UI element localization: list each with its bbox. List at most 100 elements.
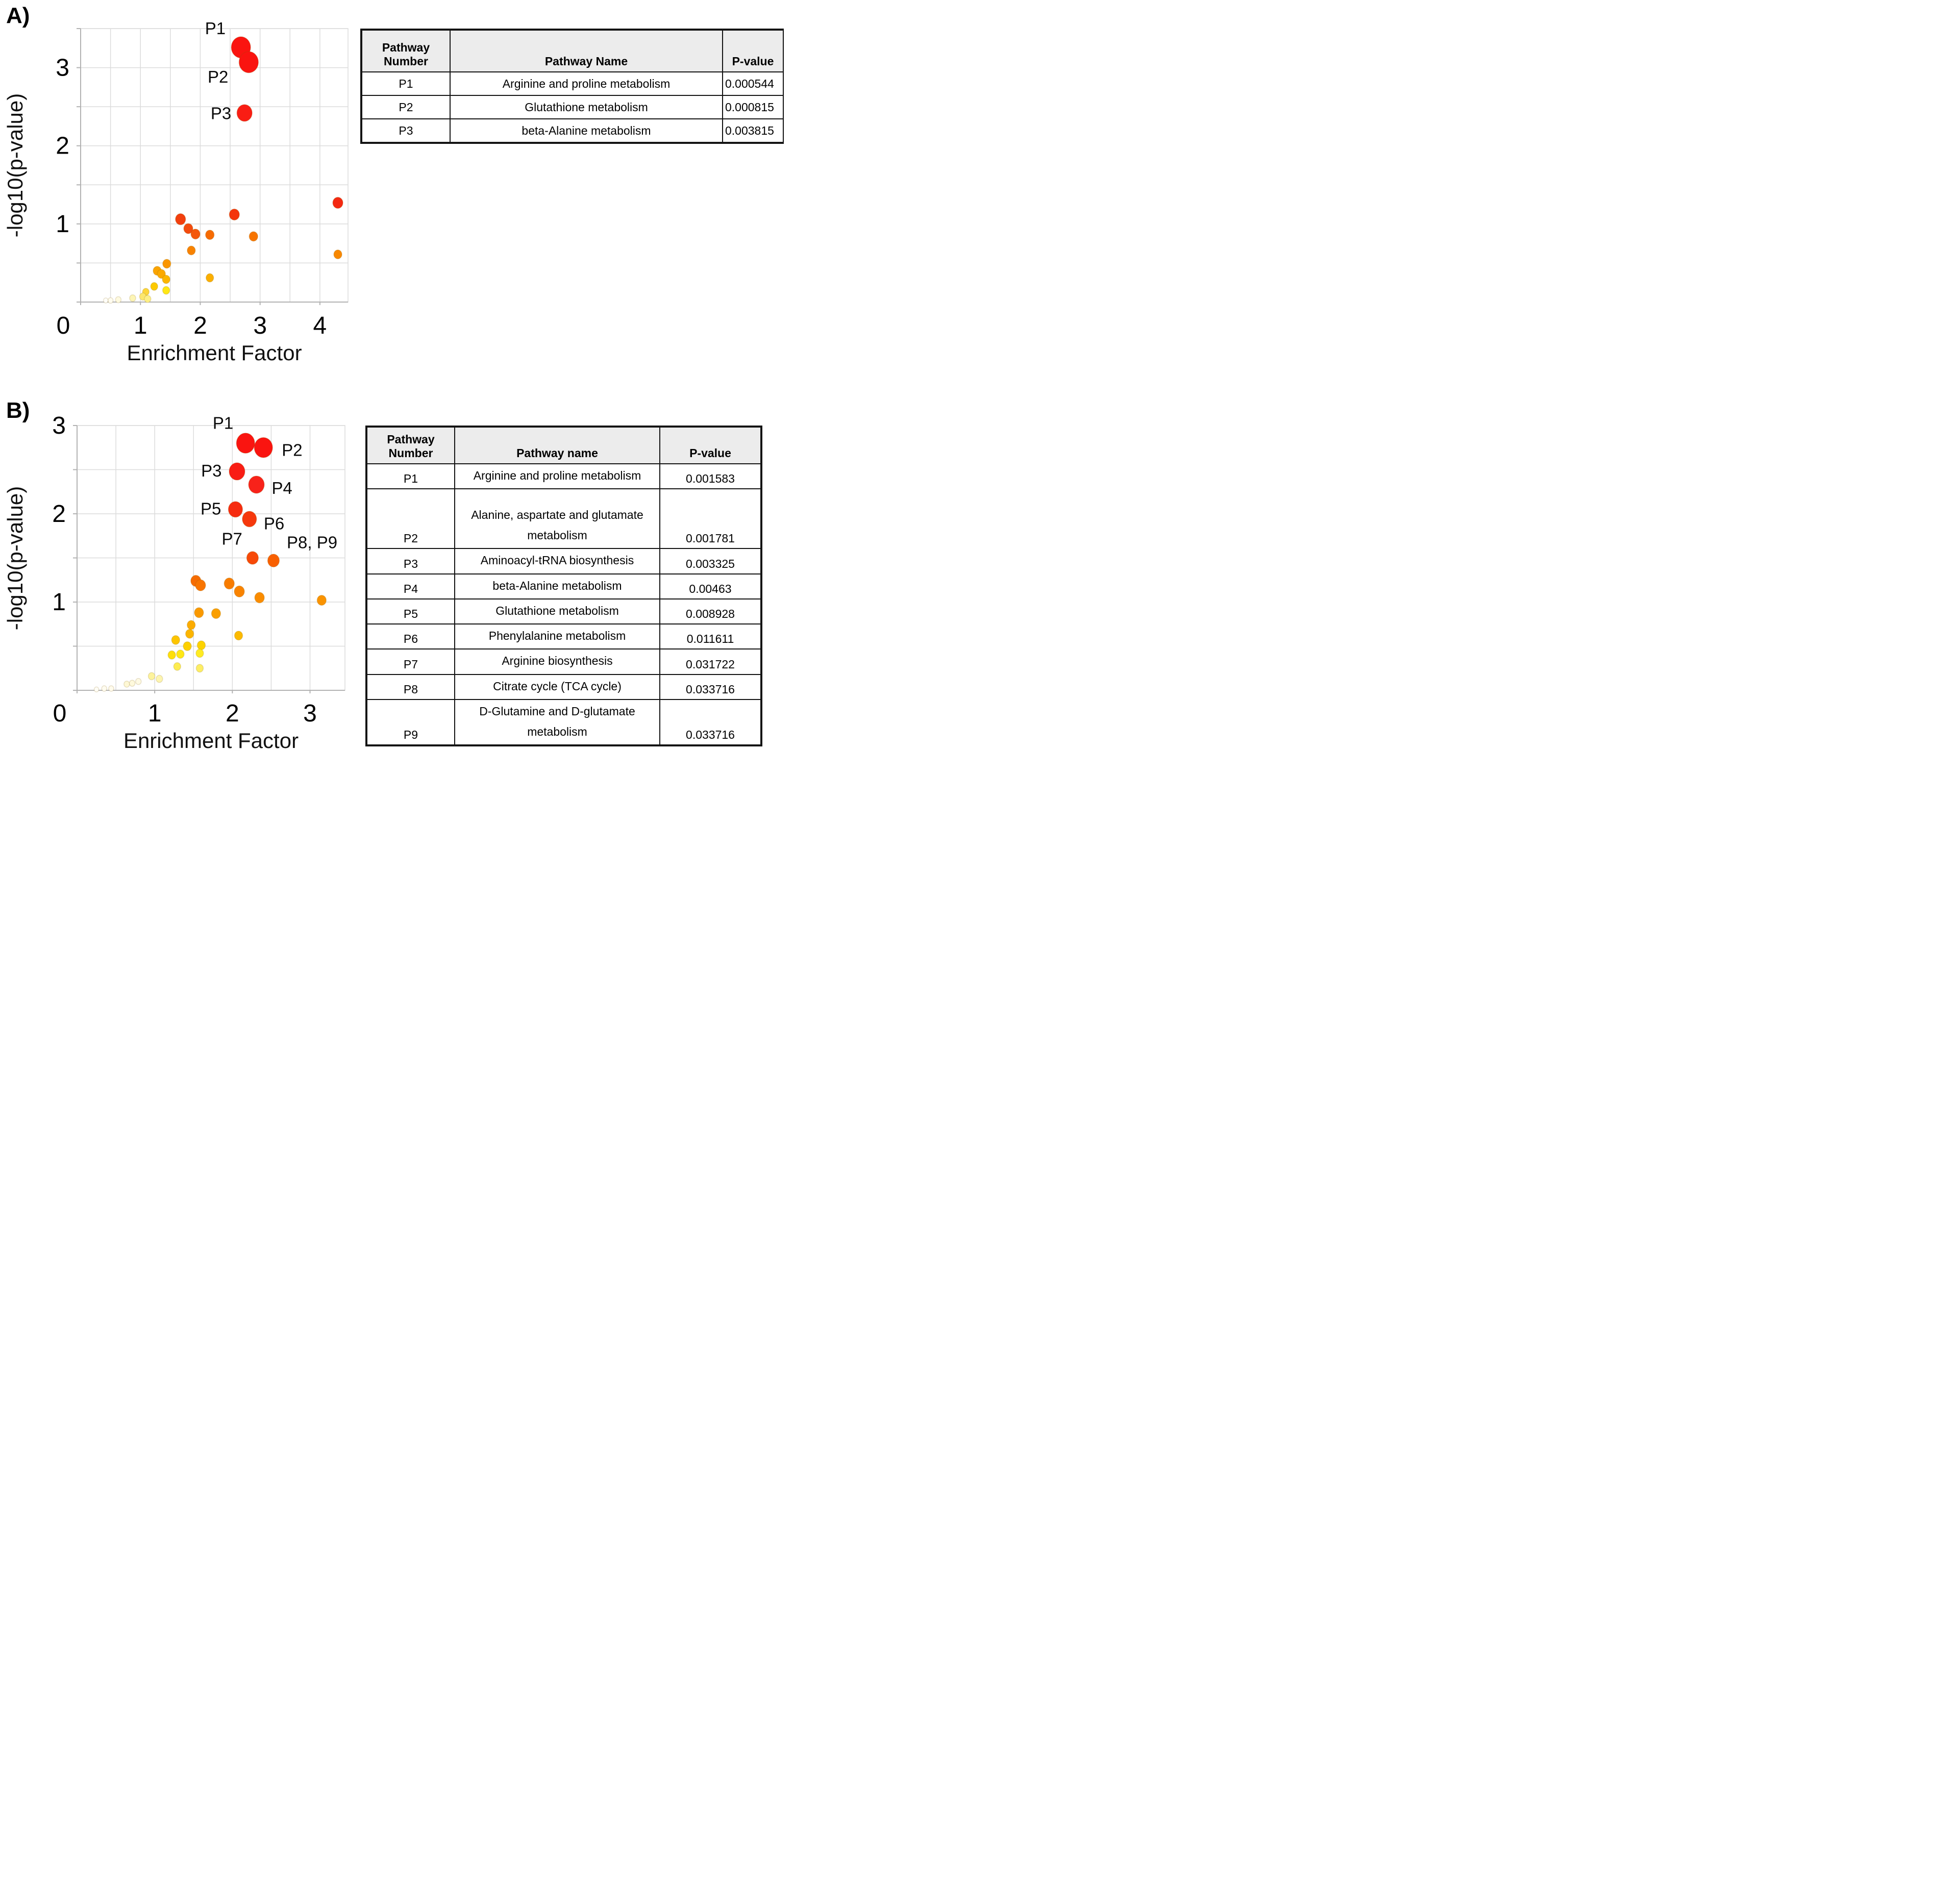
x-tick-label: 1 xyxy=(148,700,162,727)
table-a-header: Pathway Number Pathway Name P-value xyxy=(361,29,784,72)
pathway-name-cell: beta-Alanine metabolism xyxy=(454,573,660,599)
data-point xyxy=(176,649,185,659)
data-point xyxy=(103,297,109,304)
table-a-body: P1 Arginine and proline metabolism 0.00054… xyxy=(361,71,784,143)
data-point xyxy=(162,274,170,284)
data-point xyxy=(236,104,253,122)
p-value-cell: 0.008928 xyxy=(659,598,762,625)
point-label: P1 xyxy=(205,19,226,38)
data-point xyxy=(205,230,215,240)
p-value-cell: 0.000544 xyxy=(722,71,784,96)
data-point xyxy=(333,249,342,260)
pathway-name-cell: Alanine, aspartate and glutamate metabol… xyxy=(454,488,660,549)
data-point xyxy=(135,678,142,685)
pathway-number-cell: P2 xyxy=(366,488,455,549)
p-value-cell: 0.001781 xyxy=(659,488,762,549)
pathway-name-cell: beta-Alanine metabolism xyxy=(450,118,723,143)
data-point xyxy=(242,511,257,528)
pathway-name-cell: Citrate cycle (TCA cycle) xyxy=(454,673,660,700)
point-label: P3 xyxy=(211,104,231,122)
point-label: P2 xyxy=(282,440,302,459)
column-header: P-value xyxy=(659,426,762,464)
data-point xyxy=(185,629,194,639)
data-point xyxy=(236,433,255,454)
table-row: P3 Aminoacyl-tRNA biosynthesis 0.003325 xyxy=(366,548,762,574)
point-label: P7 xyxy=(222,530,242,548)
data-point xyxy=(123,681,130,688)
x-axis-title: Enrichment Factor xyxy=(127,341,302,365)
panel-a-label: A) xyxy=(6,3,30,28)
data-point xyxy=(162,259,171,269)
column-header: P-value xyxy=(722,29,784,72)
pathway-table-a: Pathway Number Pathway Name P-value P1 Argi… xyxy=(360,29,784,144)
data-point xyxy=(211,608,221,619)
data-point xyxy=(248,476,265,494)
panel-b-label: B) xyxy=(6,398,30,423)
data-point xyxy=(229,462,245,481)
pathway-number-cell: P3 xyxy=(366,548,455,574)
data-point xyxy=(234,585,245,597)
pathway-name-cell: Glutathione metabolism xyxy=(454,598,660,625)
table-row: P2 Alanine, aspartate and glutamate metab… xyxy=(366,488,762,549)
point-label: P3 xyxy=(201,461,221,480)
p-value-cell: 0.033716 xyxy=(659,698,762,746)
pathway-number-cell: P5 xyxy=(366,598,455,625)
x-tick-label: 2 xyxy=(226,700,239,727)
data-point xyxy=(316,594,327,606)
table-row: P1 Arginine and proline metabolism 0.00158… xyxy=(366,463,762,490)
data-point xyxy=(144,294,152,303)
table-row: P2 Glutathione metabolism 0.000815 xyxy=(361,95,784,119)
y-tick-label: 1 xyxy=(52,589,66,616)
data-point xyxy=(187,245,196,256)
point-label: P1 xyxy=(213,414,233,433)
pathway-number-cell: P9 xyxy=(366,698,455,746)
pathway-number-cell: P1 xyxy=(366,463,455,490)
p-value-cell: 0.011611 xyxy=(659,623,762,650)
pathway-number-cell: P8 xyxy=(366,673,455,700)
pathway-name-cell: D-Glutamine and D-glutamate metabolism xyxy=(454,698,660,746)
data-point xyxy=(101,685,108,692)
p-value-cell: 0.001583 xyxy=(659,463,762,490)
table-b-header: Pathway Number Pathway name P-value xyxy=(366,426,762,464)
pathway-name-cell: Phenylalanine metabolism xyxy=(454,623,660,650)
y-axis-title-b: -log10(p-value) xyxy=(3,486,27,631)
data-point xyxy=(175,213,186,226)
table-row: P6 Phenylalanine metabolism 0.011611 xyxy=(366,623,762,650)
x-tick-label: 1 xyxy=(134,312,147,339)
table-b-body: P1 Arginine and proline metabolism 0.00158… xyxy=(366,463,762,746)
data-point xyxy=(254,592,265,604)
data-point xyxy=(246,551,259,565)
pathway-table-b: Pathway Number Pathway name P-value P1 Argi… xyxy=(365,426,762,747)
data-point xyxy=(115,296,122,304)
data-point xyxy=(129,294,136,302)
p-value-cell: 0.000815 xyxy=(722,95,784,119)
y-tick-label: 2 xyxy=(56,133,69,160)
data-point xyxy=(196,640,206,651)
pathway-number-cell: P7 xyxy=(366,648,455,675)
data-point xyxy=(254,437,273,458)
point-label: P2 xyxy=(208,67,228,86)
data-point xyxy=(162,286,170,295)
y-tick-label: 1 xyxy=(56,211,69,238)
y-axis-title-a: -log10(p-value) xyxy=(3,93,27,238)
data-point xyxy=(167,650,176,660)
data-point xyxy=(195,579,206,591)
data-point xyxy=(129,680,136,687)
data-point xyxy=(156,674,163,683)
scatter-plot-a: 1 2 3 0 1 2 3 4 Enrichment Factor P1 P2 P3 xyxy=(56,19,349,365)
data-point xyxy=(228,501,243,518)
pathway-name-cell: Arginine and proline metabolism xyxy=(454,463,660,490)
pathway-number-cell: P1 xyxy=(361,71,451,96)
table-row: P8 Citrate cycle (TCA cycle) 0.033716 xyxy=(366,673,762,700)
table-row: P9 D-Glutamine and D-glutamate metabolism… xyxy=(366,698,762,746)
pathway-name-cell: Arginine and proline metabolism xyxy=(450,71,723,96)
data-point xyxy=(186,620,196,630)
data-point xyxy=(195,648,204,658)
x-tick-label: 3 xyxy=(253,312,267,339)
table-row: P7 Arginine biosynthesis 0.031722 xyxy=(366,648,762,675)
data-point xyxy=(194,607,204,618)
column-header: Pathway name xyxy=(454,426,660,464)
data-point xyxy=(183,641,192,652)
x-axis-title: Enrichment Factor xyxy=(123,729,299,753)
